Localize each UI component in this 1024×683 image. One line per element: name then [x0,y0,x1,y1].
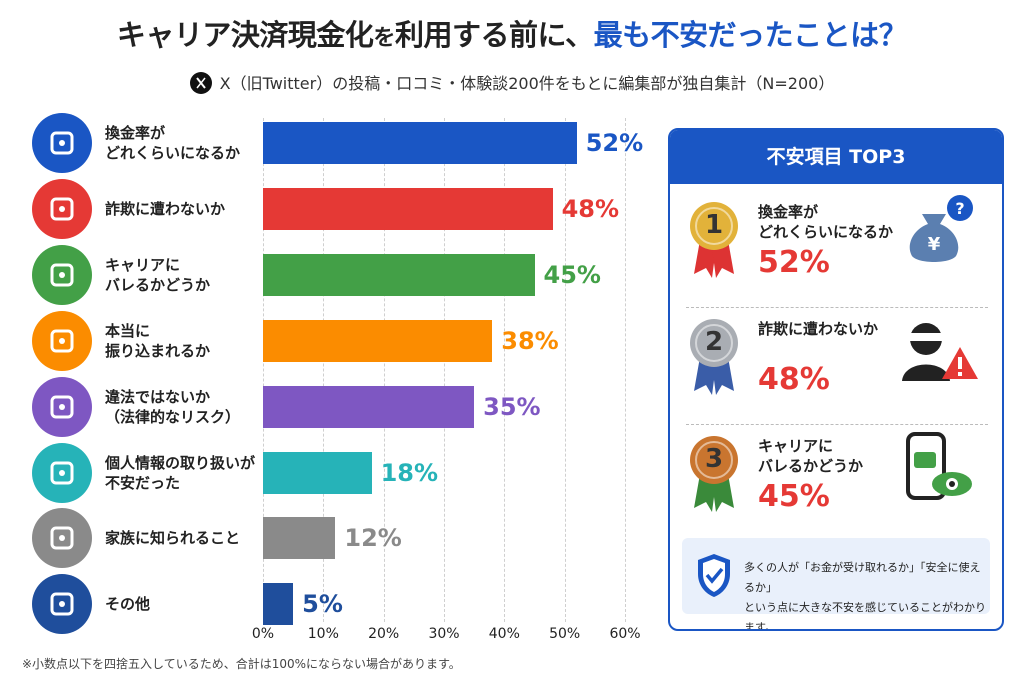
bar [263,583,294,626]
shield-icon [698,554,730,597]
grid-line [564,118,566,622]
icon-glyph [50,592,74,616]
category-label: キャリアに バレるかどうか [105,255,211,294]
bar [263,451,372,494]
top3-label: 換金率が どれくらいになるか [758,203,894,241]
separator [686,424,988,425]
category-label: 個人情報の取り扱いが 不安だった [105,453,256,492]
value-label: 38% [501,326,559,355]
subtitle-row: X（旧Twitter）の投稿・口コミ・体験談200件をもとに編集部が独自集計（N… [0,70,1024,96]
footnote: ※小数点以下を四捨五入しているため、合計は100%にならない場合があります。 [22,657,461,671]
medal-shape [690,319,738,395]
grid-line [323,118,325,622]
bar [263,187,553,230]
value-label: 18% [380,458,439,487]
separator [686,307,988,308]
svg-text:?: ? [955,199,964,218]
icon [32,310,92,371]
category-label: その他 [105,595,151,614]
icon-glyph [50,526,74,550]
title-part: を [373,26,395,51]
icon [32,376,92,437]
value-label: 12% [344,524,402,553]
top3-icon-glyph [902,323,978,381]
x-logo [189,71,212,94]
icon [32,442,92,503]
title-part: キャリア決済現金化 [116,18,374,52]
note-text: 多くの人が「お金が受け取れるか」「安全に使えるか」 という点に大きな不安を感じて… [744,561,986,631]
category-label: 詐欺に遭わないか [105,199,226,218]
icon [32,178,92,239]
value-label: 35% [483,392,541,421]
title-part: 利用する前に、 [394,18,594,52]
x-tick-label: 10% [307,626,339,642]
note-box: 多くの人が「お金が受け取れるか」「安全に使えるか」 という点に大きな不安を感じて… [682,538,990,629]
icon-glyph [50,131,74,155]
x-tick-label: 50% [549,626,581,642]
medal [686,200,742,280]
medal-rank: 1 [704,210,724,240]
icon [32,508,92,569]
bar [263,253,535,296]
icon [32,574,92,635]
icon-glyph [50,395,74,419]
svg-text:¥: ¥ [928,234,941,255]
bar [263,385,475,428]
top3-value: 48% [758,362,830,397]
x-tick-label: 30% [428,626,460,642]
medal-rank: 3 [704,444,724,474]
icon [32,244,92,305]
top3-value: 45% [758,479,830,514]
subtitle: X（旧Twitter）の投稿・口コミ・体験談200件をもとに編集部が独自集計（N… [219,74,835,93]
medal [686,434,742,514]
top3-icon [894,311,984,391]
icon-glyph [50,329,74,353]
category-label: 換金率が どれくらいになるか [105,124,241,162]
grid-line [263,118,264,622]
top3-icon-glyph [906,432,972,500]
x-glyph [195,76,206,89]
icon-glyph [50,461,74,484]
top3-icon: ¥? [894,194,984,274]
grid-line [383,118,385,622]
medal-rank: 2 [704,327,724,357]
icon [32,113,92,173]
value-label: 45% [543,260,601,289]
grid-line [504,118,506,622]
category-label: 家族に知られること [105,529,241,548]
x-tick-label: 60% [609,626,641,642]
medal-shape [690,436,738,512]
bar [263,517,336,560]
medal-shape [690,202,738,278]
value-label: 48% [561,194,620,223]
bar [263,122,577,164]
top3-icon-glyph: ¥? [909,195,973,262]
top3-value: 52% [758,245,830,280]
value-label: 5% [302,590,343,619]
x-tick-label: 20% [368,626,400,642]
top3-panel: 不安項目 TOP3 1 換金率が どれくらいになるか 52% ¥? 2 詐欺に遭わないか 4… [668,128,1004,631]
chart: 0% 10% 20% 30% 40% 50% 60% 換金率が どれくらいになるか 52% 詐欺に… [32,113,644,642]
x-tick-label: 0% [251,626,275,642]
top3-title: 不安項目 TOP3 [670,130,1002,184]
top3-icon [894,428,984,508]
value-label: 52% [585,129,644,157]
category-label: 本当に 振り込まれるか [105,321,211,360]
top3-label: キャリアに バレるかどうか [758,437,864,475]
medal [686,317,742,397]
icon-glyph [50,263,74,287]
x-tick-label: 40% [488,626,520,642]
bar [263,319,493,362]
category-label: 違法ではないか （法律的なリスク） [105,387,241,426]
title: キャリア決済現金化を利用する前に、最も不安だったことは？ [0,12,1024,54]
top3-label: 詐欺に遭わないか [758,320,879,338]
title-part: 最も不安だったことは？ [593,18,908,52]
icon-glyph [50,197,74,221]
grid-line [625,118,626,622]
grid-line [444,118,445,622]
